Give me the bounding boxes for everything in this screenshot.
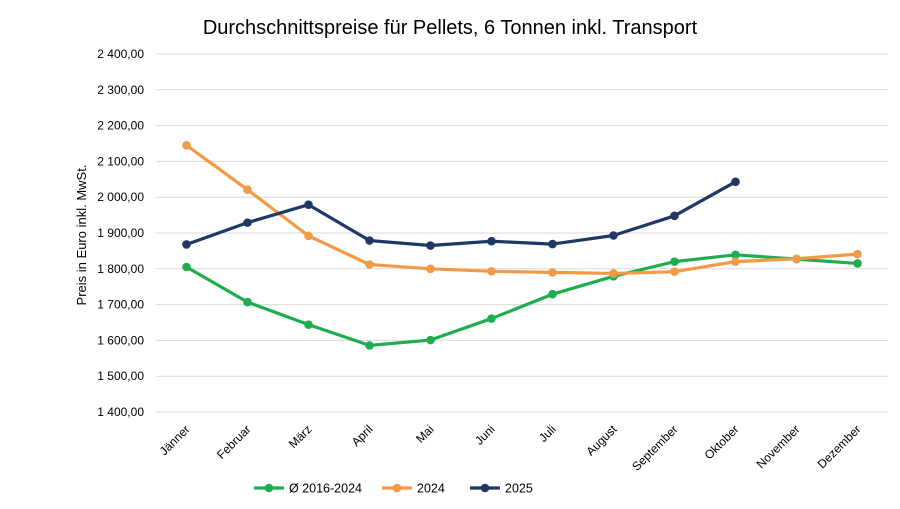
x-tick-label: Oktober xyxy=(702,422,742,462)
data-point xyxy=(548,239,557,249)
data-point xyxy=(426,241,435,250)
y-tick-label: 1 600,00 xyxy=(97,333,144,347)
x-tick-label: August xyxy=(583,422,620,459)
y-tick-label: 2 400,00 xyxy=(97,47,144,61)
x-tick-label: Februar xyxy=(214,422,254,462)
x-tick-label: Juli xyxy=(536,422,559,445)
series-line xyxy=(184,143,860,276)
data-point xyxy=(487,267,496,276)
data-point xyxy=(182,240,191,249)
y-tick-label: 2 100,00 xyxy=(97,154,144,168)
x-tick-label: Mai xyxy=(413,422,437,446)
data-point xyxy=(853,259,862,268)
data-point xyxy=(853,249,862,259)
x-tick-label: November xyxy=(754,422,803,471)
data-point xyxy=(304,231,313,241)
y-tick-label: 2 300,00 xyxy=(97,83,144,97)
legend-label: 2025 xyxy=(505,482,533,496)
data-point xyxy=(792,254,801,264)
data-point xyxy=(609,269,618,278)
y-tick-label: 1 700,00 xyxy=(97,298,144,312)
legend-marker xyxy=(264,483,274,493)
series-lines xyxy=(182,140,862,350)
data-point xyxy=(487,236,496,246)
data-point xyxy=(365,236,374,245)
legend-marker xyxy=(392,483,402,493)
data-point xyxy=(548,268,557,277)
data-point xyxy=(365,341,374,350)
x-tick-label: Dezember xyxy=(815,422,864,471)
legend-item: 2024 xyxy=(382,482,445,496)
series-line xyxy=(184,180,738,248)
data-point xyxy=(365,260,374,269)
y-tick-label: 2 000,00 xyxy=(97,190,144,204)
data-point xyxy=(182,140,191,150)
x-tick-label: September xyxy=(629,422,680,473)
y-tick-label: 1 800,00 xyxy=(97,262,144,276)
gridlines xyxy=(156,53,888,413)
data-point xyxy=(182,262,191,272)
data-point xyxy=(670,257,679,266)
data-point xyxy=(426,335,435,345)
y-tick-label: 1 900,00 xyxy=(97,226,144,240)
series-line xyxy=(184,253,860,348)
y-axis-label: Preis in Euro inkl. MwSt. xyxy=(74,165,89,306)
data-point xyxy=(426,264,435,274)
data-point xyxy=(670,211,679,221)
data-point xyxy=(243,185,252,194)
legend-item: 2025 xyxy=(470,482,533,496)
legend-item: Ø 2016-2024 xyxy=(254,482,362,496)
x-tick-label: März xyxy=(286,422,315,451)
series-2 xyxy=(182,177,740,250)
series-1 xyxy=(182,140,862,278)
legend-label: Ø 2016-2024 xyxy=(289,482,362,496)
data-point xyxy=(304,320,313,329)
y-tick-label: 1 500,00 xyxy=(97,369,144,383)
y-axis-ticks: 1 400,00 1 500,00 1 600,00 1 700,00 1 800,00… xyxy=(97,47,144,419)
series-0 xyxy=(182,250,862,350)
legend-marker xyxy=(480,483,490,493)
x-tick-label: Jänner xyxy=(157,422,193,458)
x-tick-label: April xyxy=(349,422,376,449)
data-point xyxy=(731,257,740,266)
data-point xyxy=(731,250,740,260)
data-point xyxy=(731,177,740,187)
chart-title: Durchschnittspreise für Pellets, 6 Tonne… xyxy=(203,17,698,39)
x-tick-label: Juni xyxy=(472,422,497,447)
data-point xyxy=(243,297,252,307)
legend-label: 2024 xyxy=(417,482,445,496)
x-axis-ticks: Jänner Februar März April Mai Juni Juli August S… xyxy=(157,422,864,474)
data-point xyxy=(304,200,313,210)
legend: Ø 2016-2024 2024 2025 xyxy=(254,482,533,496)
data-point xyxy=(548,289,557,299)
y-tick-label: 1 400,00 xyxy=(97,405,144,419)
y-tick-label: 2 200,00 xyxy=(97,119,144,133)
data-point xyxy=(243,218,252,227)
data-point xyxy=(609,231,618,240)
data-point xyxy=(670,267,679,276)
data-point xyxy=(487,314,496,323)
